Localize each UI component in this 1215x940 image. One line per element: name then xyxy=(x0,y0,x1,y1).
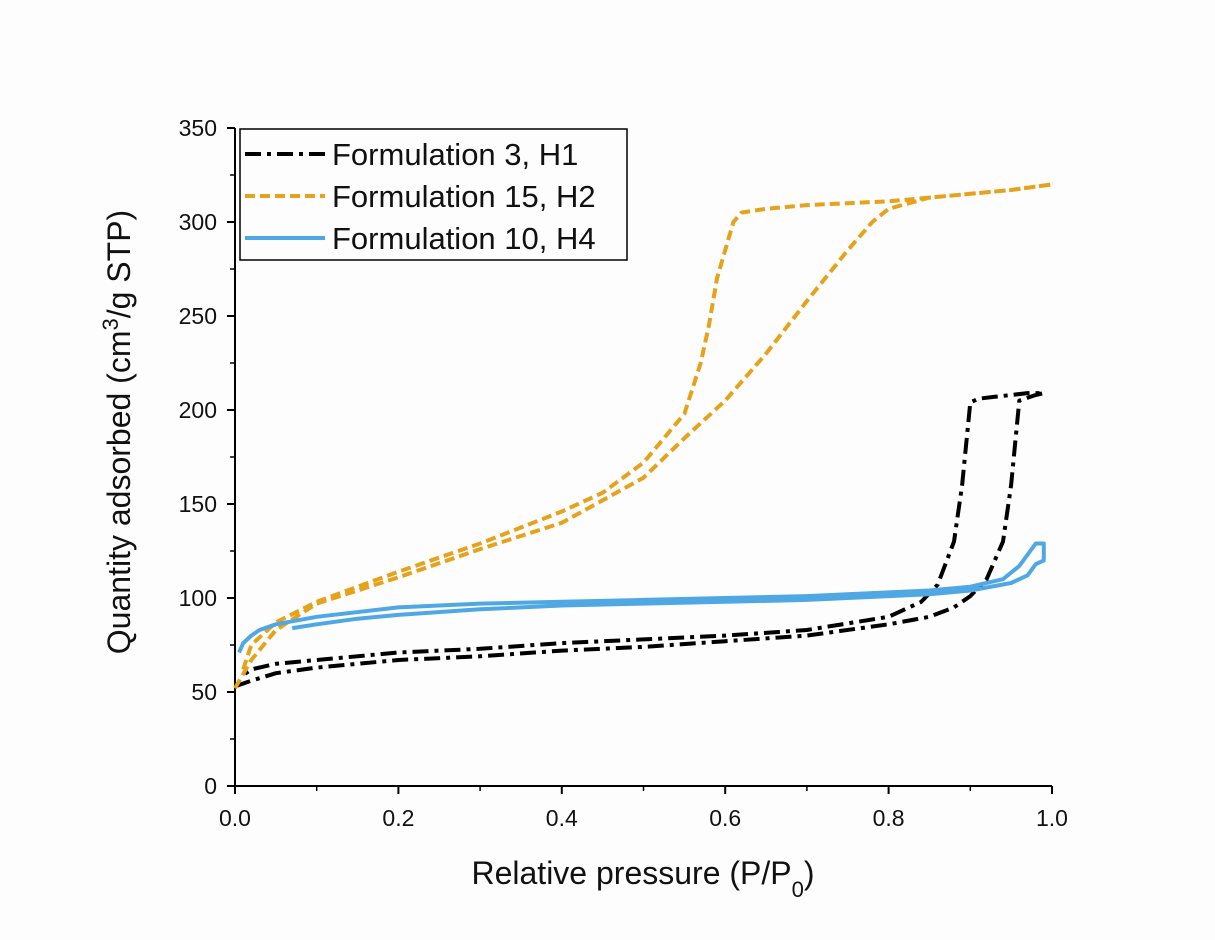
y-tick-label: 200 xyxy=(179,397,217,423)
x-tick-label: 0.2 xyxy=(382,805,414,831)
series-layer xyxy=(233,182,1054,690)
y-tick-label: 150 xyxy=(179,491,217,517)
series-line-2 xyxy=(233,182,1054,690)
series-line-1 xyxy=(234,391,1046,689)
x-tick-label: 0.8 xyxy=(873,805,905,831)
x-axis-title: Relative pressure (P/P0) xyxy=(471,855,814,902)
legend-label-2: Formulation 15, H2 xyxy=(332,179,596,214)
y-tick-label: 100 xyxy=(179,585,217,611)
series-line-3 xyxy=(237,541,1046,654)
x-tick-label: 0.4 xyxy=(546,805,578,831)
x-tick-label: 0.6 xyxy=(709,805,741,831)
x-axis-title-end: ) xyxy=(804,855,815,891)
x-axis-title-sub: 0 xyxy=(792,877,804,902)
y-axis-title: Quantity adsorbed (cm3/g STP) xyxy=(98,210,138,654)
y-axis-title-sup: 3 xyxy=(98,318,123,330)
y-tick-label: 250 xyxy=(179,303,217,329)
y-axis-title-main: Quantity adsorbed (cm xyxy=(101,331,137,655)
legend-label-3: Formulation 10, H4 xyxy=(332,221,596,256)
legend-label-1: Formulation 3, H1 xyxy=(332,137,578,172)
x-tick-label: 1.0 xyxy=(1036,805,1068,831)
y-tick-label: 300 xyxy=(179,209,217,235)
y-tick-label: 50 xyxy=(191,679,217,705)
x-tick-label: 0.0 xyxy=(219,805,251,831)
legend: Formulation 3, H1 Formulation 15, H2 Formu… xyxy=(239,128,628,261)
y-tick-label: 0 xyxy=(204,773,217,799)
x-axis-title-main: Relative pressure (P/P xyxy=(471,855,791,891)
y-tick-label: 350 xyxy=(179,115,217,141)
axes: 0.0 0.2 0.4 0.6 0.8 1.0 0 50 100 150 200 250 300 350 xyxy=(179,115,1068,831)
y-axis-title-end: /g STP) xyxy=(101,210,137,318)
